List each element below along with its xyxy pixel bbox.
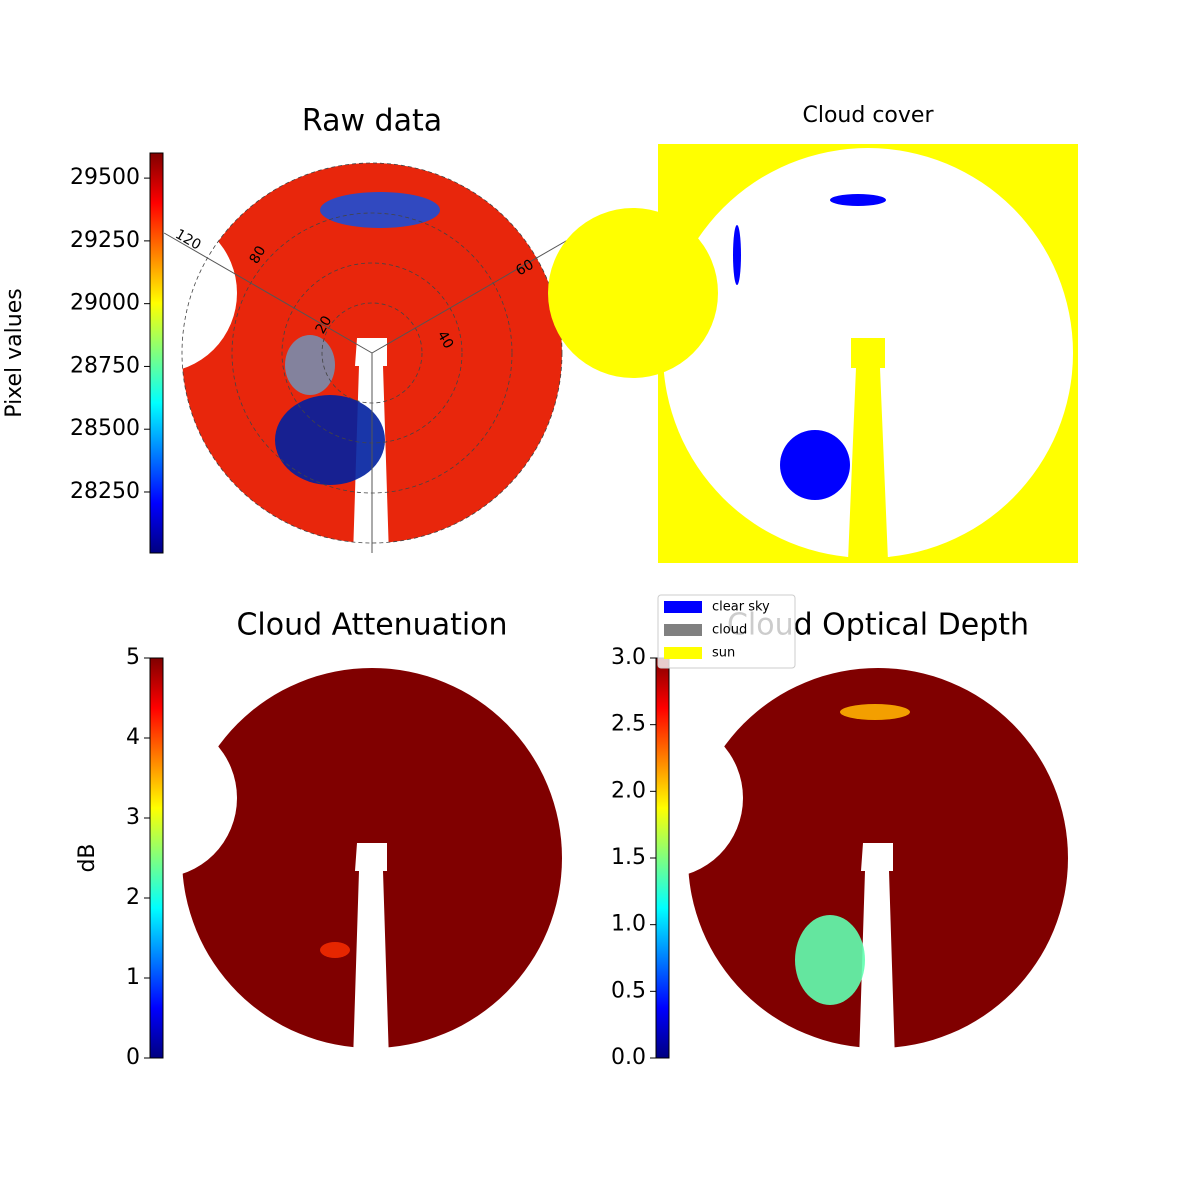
polar-label: 40 — [434, 328, 457, 351]
clear-region — [780, 430, 850, 500]
clear-region — [830, 194, 886, 206]
tick-label: 28500 — [70, 416, 140, 441]
polar-label: 60 — [513, 257, 536, 280]
tick-label: 5 — [126, 645, 140, 670]
tick-label: 2.0 — [611, 778, 646, 803]
legend-label: cloud — [712, 623, 747, 638]
panel-title: Raw data — [302, 104, 442, 139]
sun-stem — [848, 338, 888, 561]
polar-label: 20 — [313, 313, 336, 336]
clear-region — [733, 225, 741, 285]
tick-label: 1.0 — [611, 912, 646, 937]
tick-label: 2.5 — [611, 712, 646, 737]
tick-label: 0.0 — [611, 1045, 646, 1070]
polar-grid — [181, 162, 563, 544]
tick-label: 0 — [126, 1045, 140, 1070]
mask-stem — [859, 843, 895, 1061]
colorbar — [149, 657, 164, 1059]
tick-label: 0.5 — [611, 978, 646, 1003]
legend-swatch — [664, 624, 702, 636]
tick-label: 3 — [126, 805, 140, 830]
colorbar-label: dB — [75, 843, 100, 872]
legend: clear sky cloud sun — [657, 594, 796, 669]
tick-label: 29000 — [70, 291, 140, 316]
legend-label: sun — [712, 646, 735, 661]
tick-label: 28750 — [70, 353, 140, 378]
legend-swatch — [664, 601, 702, 613]
legend-swatch — [664, 647, 702, 659]
panel: Cloud cover — [548, 103, 1078, 563]
colorbar — [149, 152, 164, 554]
texture — [795, 915, 865, 1005]
texture — [275, 395, 385, 485]
tick-label: 3.0 — [611, 645, 646, 670]
legend-label: clear sky — [712, 600, 770, 615]
texture — [840, 704, 910, 720]
tick-label: 4 — [126, 725, 140, 750]
tick-label: 2 — [126, 885, 140, 910]
mask-stem — [353, 843, 389, 1061]
colorbar-label: Pixel values — [2, 288, 27, 417]
polar-axis — [371, 232, 581, 354]
polar-label: 80 — [247, 243, 270, 266]
colorbar — [655, 657, 670, 1059]
texture — [320, 942, 350, 958]
panel-title: Cloud cover — [803, 103, 935, 128]
panel: 0 1 2 3 4 5 dB Cloud Attenuation — [75, 608, 562, 1070]
mask-notch — [548, 208, 718, 378]
texture — [320, 192, 440, 228]
tick-label: 1.5 — [611, 845, 646, 870]
tick-label: 29500 — [70, 165, 140, 190]
polar-axis — [163, 232, 373, 354]
panel: 1208020406028250285002875029000292502950… — [2, 104, 581, 556]
tick-label: 1 — [126, 965, 140, 990]
panel-title: Cloud Attenuation — [236, 608, 507, 643]
tick-label: 28250 — [70, 479, 140, 504]
texture — [285, 335, 335, 395]
tick-label: 29250 — [70, 228, 140, 253]
